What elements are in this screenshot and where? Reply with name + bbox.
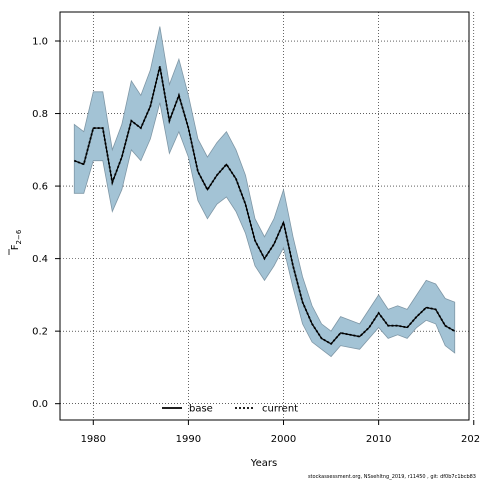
confidence-band xyxy=(73,26,456,358)
y-tick-label: 0.4 xyxy=(32,254,48,265)
series-lines xyxy=(73,66,456,345)
y-axis: 0.0 0.2 0.4 0.6 0.8 1.0 xyxy=(32,37,60,410)
y-axis-title: F2−6 xyxy=(8,229,23,255)
legend-label-base: base xyxy=(189,404,213,415)
y-tick-label: 0.6 xyxy=(32,182,48,193)
x-axis-title: Years xyxy=(250,458,277,469)
plot-frame xyxy=(59,11,470,421)
y-axis-title-main: F xyxy=(10,244,21,250)
x-tick-label: 1990 xyxy=(176,434,201,445)
y-tick-label: 0.0 xyxy=(32,399,48,410)
grid xyxy=(60,12,475,420)
y-axis-title-sub: 2−6 xyxy=(15,229,23,244)
y-tick-label: 1.0 xyxy=(32,37,48,48)
y-tick-label: 0.2 xyxy=(32,327,48,338)
svg-text:F2−6: F2−6 xyxy=(10,229,23,250)
legend: base current xyxy=(162,404,298,415)
legend-label-current: current xyxy=(262,404,298,415)
series-line-current xyxy=(73,66,456,345)
x-tick-label: 2010 xyxy=(366,434,391,445)
y-tick-label: 0.8 xyxy=(32,109,48,120)
x-tick-label: 2000 xyxy=(271,434,296,445)
x-tick-label: 1980 xyxy=(81,434,106,445)
footer-text: stockassessment.org, NSsehltng_2019, r11… xyxy=(308,474,476,480)
